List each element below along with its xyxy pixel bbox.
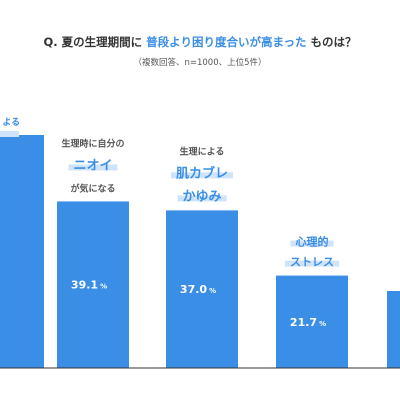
bar bbox=[57, 201, 129, 368]
category-label: ニオイ bbox=[73, 158, 112, 173]
label-highlight bbox=[0, 131, 19, 137]
category-label: 心理的 bbox=[296, 235, 329, 249]
chart-title: Q. 夏の生理期間に 普段より困り度合いが高まった ものは？ bbox=[0, 34, 400, 50]
title-highlight: 普段より困り度合いが高まった bbox=[146, 35, 307, 49]
category-label: 肌カブレ bbox=[176, 165, 228, 181]
label-highlight bbox=[68, 164, 118, 171]
title-suffix: ものは？ bbox=[310, 35, 357, 49]
value-label: 21.7% bbox=[290, 316, 326, 329]
bar bbox=[0, 135, 44, 368]
value-label: 37.0% bbox=[180, 283, 216, 296]
bar bbox=[166, 210, 238, 368]
label-highlight bbox=[285, 260, 339, 267]
bar bbox=[276, 275, 348, 368]
bar bbox=[387, 291, 400, 368]
label-highlight bbox=[177, 195, 227, 202]
label-highlight bbox=[290, 240, 334, 247]
category-label: よる bbox=[2, 117, 20, 128]
category-label: かゆみ bbox=[182, 189, 221, 204]
category-label: 生理時に自分の bbox=[61, 137, 124, 149]
category-label: 生理による bbox=[180, 145, 225, 157]
value-label: 39.1% bbox=[71, 279, 107, 292]
chart-subtitle: （複数回答、n=1000、上位5件） bbox=[133, 58, 267, 68]
category-label: が気になる bbox=[70, 182, 115, 194]
title-prefix: Q. 夏の生理期間に bbox=[43, 35, 143, 49]
label-highlight bbox=[171, 172, 233, 179]
category-label: ストレス bbox=[290, 256, 334, 269]
